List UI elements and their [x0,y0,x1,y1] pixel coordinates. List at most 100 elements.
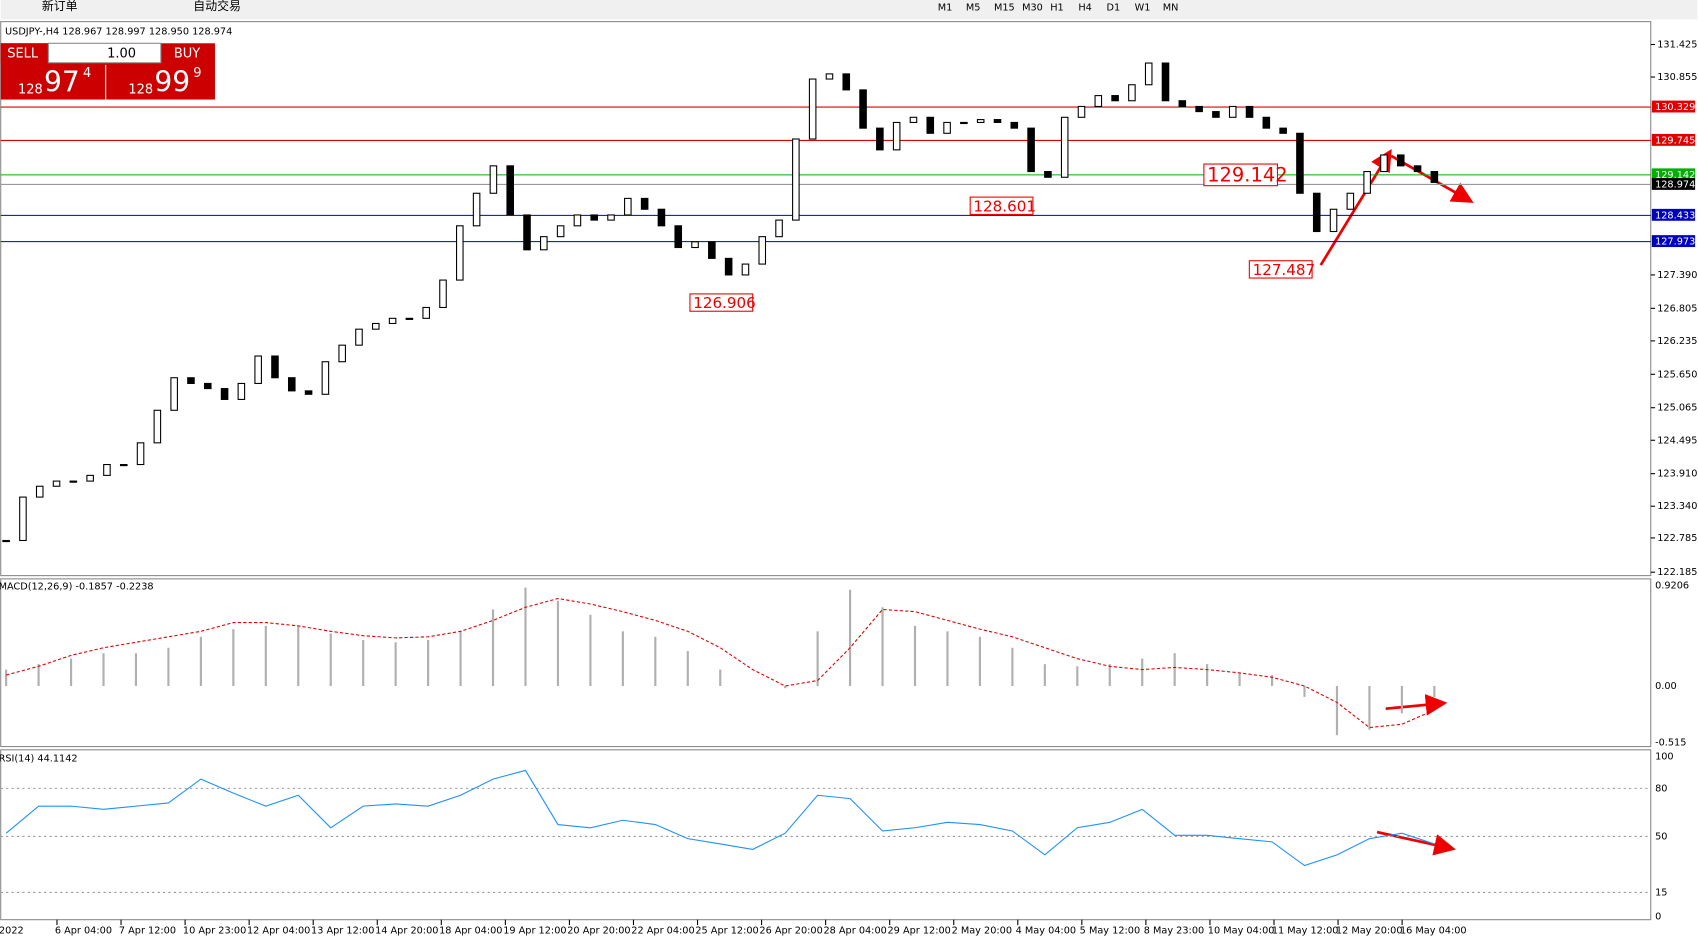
candle [52,480,61,487]
trade-panel: SELL 1.00 BUY 128 97 4 128 99 9 [0,42,215,100]
candle [1312,192,1321,233]
candle [405,317,414,320]
y-tick-label: 125.650 [1657,369,1697,380]
auto-trading-button[interactable]: 自动交易 [193,0,241,13]
x-tick-label: 29 Apr 12:00 [888,926,951,937]
level-label: 127.973 [1655,237,1695,248]
candle [573,214,582,227]
x-tick-label: 20 Apr 20:00 [567,926,630,937]
timeframe-button[interactable]: H4 [1078,3,1092,14]
candle [422,306,430,319]
sell-button[interactable] [0,43,49,63]
timeframe-button[interactable]: M5 [966,3,981,14]
candle [1346,192,1355,210]
candle [1279,127,1287,134]
candle [1077,105,1086,118]
x-tick-label: 10 May 04:00 [1208,926,1275,937]
x-tick-label: 10 Apr 23:00 [183,926,246,937]
candle [338,344,346,363]
level-label-bg [1651,235,1696,248]
candle [372,322,380,330]
candle [1094,95,1103,107]
x-tick-label: 7 Apr 12:00 [119,926,176,937]
candle [1396,154,1405,167]
candle [892,121,901,151]
x-tick-label: 12 May 20:00 [1336,926,1403,937]
x-tick-label: 13 Apr 12:00 [311,926,374,937]
bid-big: 128 [18,82,43,97]
candle [304,390,313,395]
chart-title: USDJPY-,H4 128.967 128.997 128.950 128.9… [5,26,232,37]
timeframe-button[interactable]: D1 [1107,3,1121,14]
macd-pane [0,578,1652,748]
candle [590,214,599,221]
candle [153,409,162,444]
candle [86,474,94,482]
candle [287,377,296,392]
candle [103,463,111,476]
x-tick-label: 11 May 12:00 [1272,926,1339,937]
x-tick-label: 28 Apr 04:00 [823,926,886,937]
timeframe-button[interactable]: M1 [938,3,953,14]
sell-label: SELL [7,47,39,62]
new-order-button[interactable]: 新订单 [42,0,78,13]
level-label: 129.142 [1655,170,1695,181]
candle [237,382,246,400]
buy-label[interactable]: BUY [174,47,200,62]
candle [506,165,514,216]
x-tick-label: 19 Apr 12:00 [503,926,566,937]
toolbar [0,0,1698,20]
candle [1212,111,1220,118]
timeframe-button[interactable]: MN [1163,3,1179,14]
candle [1245,105,1254,118]
annotation-box [1203,163,1279,187]
candle [1228,105,1237,118]
y-tick-label: 0.00 [1655,681,1677,692]
y-tick-label: 0 [1655,911,1661,922]
y-tick-label: -0.515 [1655,737,1686,748]
bid-main: 97 [44,65,80,98]
candle [976,119,985,123]
candle [69,480,78,483]
candle [388,317,397,325]
lots-input[interactable] [47,42,162,64]
candle [842,73,851,91]
timeframe-button[interactable]: H1 [1050,3,1064,14]
annotation-box [1248,260,1313,279]
x-tick-label: 6 Apr 04:00 [55,926,112,937]
candle [19,496,27,542]
y-tick-label: 122.785 [1657,533,1697,544]
indicator-title: MACD(12,26,9) -0.1857 -0.2238 [0,581,154,592]
timeframe-button[interactable]: M30 [1022,3,1043,14]
candle [1380,154,1388,173]
level-label: 130.329 [1655,102,1695,113]
candle [1262,116,1271,129]
y-tick-label: 126.805 [1657,303,1697,314]
x-tick-label: 14 Apr 20:00 [375,926,438,937]
x-tick-label: 16 May 04:00 [1400,926,1467,937]
candle [1060,116,1069,178]
timeframe-button[interactable]: W1 [1135,3,1151,14]
y-tick-label: 123.340 [1657,501,1697,512]
candle [220,388,229,400]
y-tick-label: 127.390 [1657,270,1697,281]
lots: 1.00 [107,47,136,62]
candle [472,192,481,227]
x-tick-label: 8 May 23:00 [1144,926,1204,937]
trend-arrow [1385,694,1448,716]
candle [775,219,783,238]
candle [691,241,699,249]
y-tick-label: 50 [1655,831,1667,842]
bid-small: 4 [83,66,91,81]
level-label-bg [1651,133,1696,146]
candle [943,121,951,134]
candle [741,263,750,276]
annotation-box [689,293,754,312]
timeframe-button[interactable]: M15 [994,3,1015,14]
trend-arrow [1319,149,1392,266]
y-tick-label: 123.910 [1657,469,1697,480]
annotation: 128.601 [973,197,1036,215]
candle [825,73,834,80]
candle [1430,171,1439,183]
